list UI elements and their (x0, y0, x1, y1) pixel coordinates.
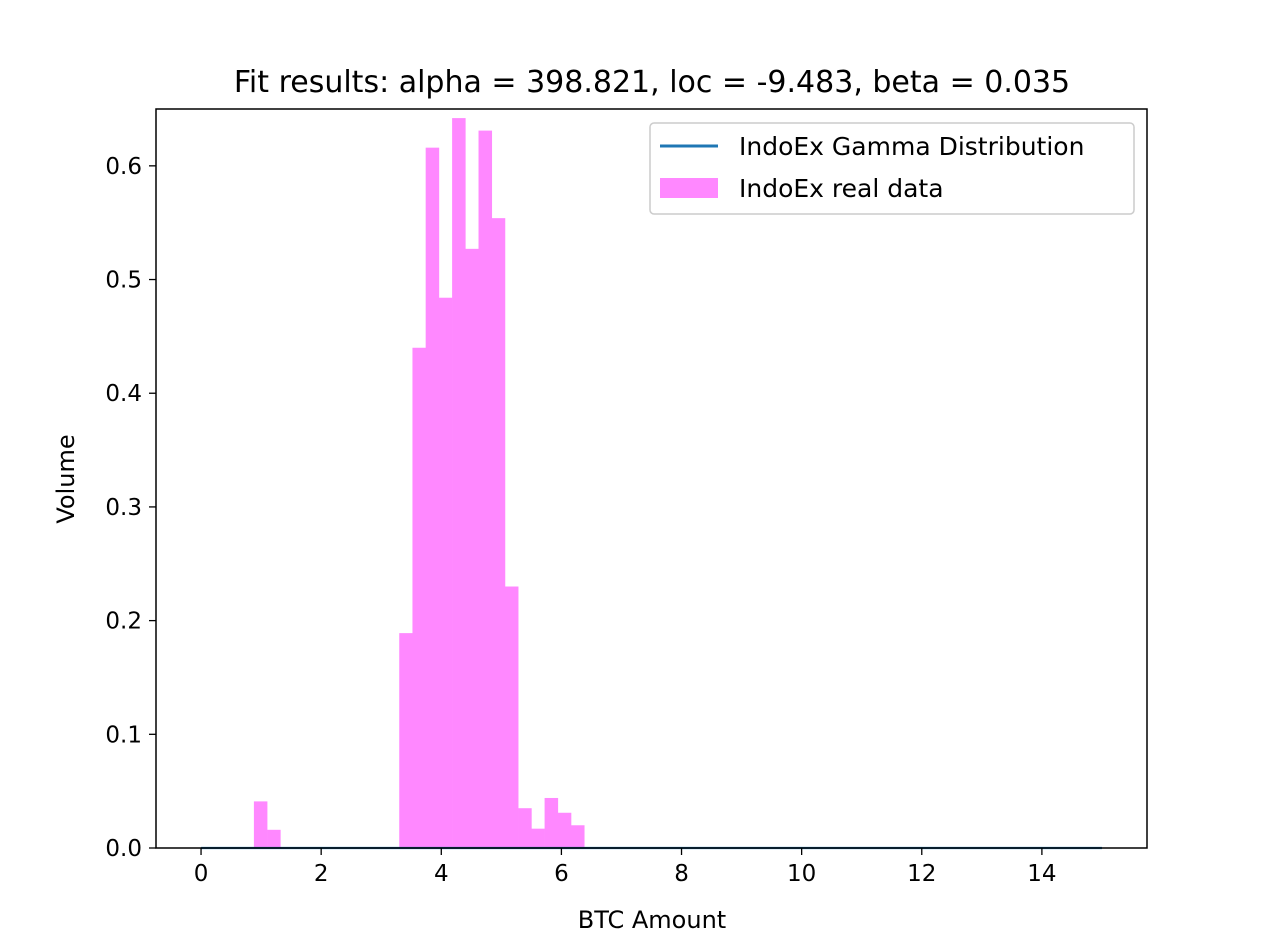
x-axis-label: BTC Amount (578, 906, 726, 934)
histogram-bars (253, 118, 585, 848)
legend-box (649, 122, 1135, 215)
histogram-bar (544, 797, 559, 848)
x-tick-label: 6 (554, 861, 569, 887)
histogram-bar (452, 118, 466, 848)
histogram-bar (438, 297, 453, 848)
histogram-bar (491, 218, 506, 848)
y-tick-label: 0.2 (105, 609, 142, 635)
y-axis-ticks: 0.0 0.1 0.2 0.3 0.4 0.5 0.6 (105, 154, 156, 862)
histogram-bar (465, 248, 479, 848)
legend-hist-swatch (660, 178, 718, 198)
histogram-bar (267, 829, 281, 848)
x-tick-label: 8 (674, 861, 689, 887)
histogram-bar (571, 825, 585, 848)
histogram-bar (412, 347, 426, 848)
legend-label-line: IndoEx Gamma Distribution (739, 132, 1084, 161)
legend: IndoEx Gamma Distribution IndoEx real da… (649, 122, 1135, 215)
y-axis-label: Volume (52, 434, 80, 523)
histogram-bar (425, 147, 440, 848)
y-tick-label: 0.6 (105, 154, 142, 180)
y-tick-label: 0.0 (105, 836, 142, 862)
x-tick-label: 0 (194, 861, 209, 887)
chart-title: Fit results: alpha = 398.821, loc = -9.4… (234, 65, 1070, 100)
histogram-bar (399, 633, 413, 848)
y-tick-label: 0.1 (105, 722, 142, 748)
x-tick-label: 4 (434, 861, 449, 887)
histogram-bar (531, 828, 545, 848)
x-tick-label: 10 (787, 861, 816, 887)
legend-label-hist: IndoEx real data (739, 174, 944, 203)
histogram-bar (518, 808, 532, 848)
histogram-bar (504, 586, 519, 848)
x-axis-ticks: 0 2 4 6 8 10 12 14 (194, 848, 1057, 887)
y-tick-label: 0.5 (105, 268, 142, 294)
y-tick-label: 0.3 (105, 495, 142, 521)
y-tick-label: 0.4 (105, 381, 142, 407)
x-tick-label: 2 (314, 861, 329, 887)
histogram-bar (253, 801, 268, 848)
x-tick-label: 14 (1027, 861, 1056, 887)
histogram-bar (478, 130, 493, 848)
x-tick-label: 12 (907, 861, 936, 887)
histogram-bar (557, 812, 572, 848)
plot-frame (155, 108, 1148, 849)
